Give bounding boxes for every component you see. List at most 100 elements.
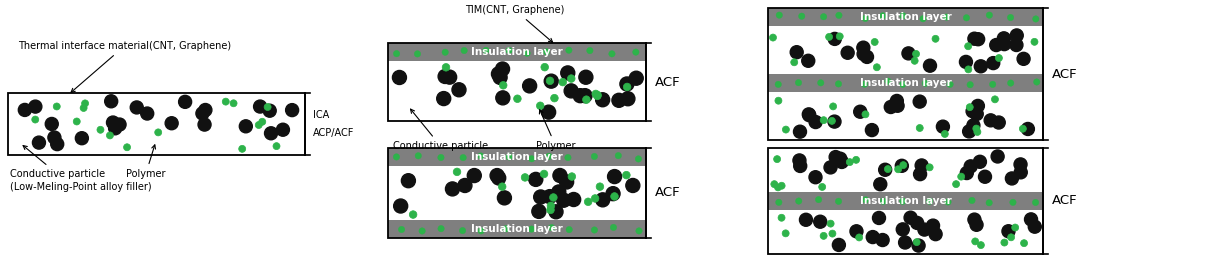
- Circle shape: [566, 47, 572, 53]
- Circle shape: [409, 211, 417, 218]
- Circle shape: [967, 104, 973, 111]
- Circle shape: [796, 198, 802, 204]
- Circle shape: [635, 156, 642, 162]
- Circle shape: [829, 230, 836, 237]
- Circle shape: [393, 199, 408, 213]
- Circle shape: [974, 155, 986, 168]
- Circle shape: [770, 34, 776, 41]
- Circle shape: [803, 109, 816, 122]
- Circle shape: [1014, 166, 1028, 179]
- Circle shape: [199, 104, 211, 116]
- Circle shape: [198, 118, 211, 131]
- Circle shape: [419, 228, 425, 234]
- Circle shape: [971, 99, 985, 112]
- Circle shape: [913, 95, 926, 108]
- Circle shape: [255, 122, 263, 128]
- Circle shape: [990, 81, 996, 88]
- Circle shape: [513, 95, 522, 103]
- Circle shape: [819, 183, 826, 190]
- Circle shape: [945, 199, 951, 205]
- Circle shape: [286, 104, 298, 117]
- Circle shape: [29, 100, 42, 113]
- Circle shape: [814, 215, 827, 228]
- Bar: [767, 74, 1044, 92]
- Circle shape: [1002, 225, 1015, 238]
- Circle shape: [558, 78, 567, 86]
- Circle shape: [196, 107, 209, 120]
- Circle shape: [123, 144, 131, 151]
- Circle shape: [165, 117, 178, 130]
- Circle shape: [254, 100, 266, 113]
- Circle shape: [971, 33, 985, 46]
- Circle shape: [830, 151, 842, 164]
- Circle shape: [860, 50, 874, 63]
- Circle shape: [936, 120, 949, 133]
- Circle shape: [829, 117, 836, 124]
- Circle shape: [1033, 199, 1039, 206]
- Circle shape: [991, 150, 1004, 163]
- Circle shape: [857, 48, 870, 60]
- Circle shape: [967, 105, 979, 118]
- Bar: [389, 61, 646, 121]
- Circle shape: [912, 57, 918, 64]
- Circle shape: [1007, 14, 1014, 21]
- Circle shape: [437, 225, 445, 232]
- Circle shape: [491, 67, 506, 81]
- Circle shape: [979, 170, 991, 183]
- Circle shape: [529, 172, 543, 186]
- Circle shape: [879, 163, 892, 176]
- Circle shape: [974, 128, 981, 135]
- Circle shape: [857, 41, 870, 54]
- Circle shape: [964, 160, 978, 173]
- Circle shape: [532, 204, 546, 218]
- Circle shape: [106, 116, 120, 129]
- Circle shape: [620, 77, 634, 91]
- Circle shape: [986, 12, 992, 18]
- Circle shape: [393, 154, 400, 160]
- Circle shape: [984, 114, 997, 127]
- Text: Insulation layer: Insulation layer: [859, 78, 952, 88]
- Circle shape: [131, 101, 143, 114]
- Bar: [389, 43, 646, 121]
- Circle shape: [1022, 123, 1034, 135]
- Circle shape: [583, 96, 590, 104]
- Circle shape: [803, 108, 815, 121]
- Text: Insulation layer: Insulation layer: [472, 47, 563, 57]
- Circle shape: [536, 102, 544, 109]
- Circle shape: [393, 50, 400, 57]
- Circle shape: [141, 107, 154, 120]
- Circle shape: [573, 89, 588, 103]
- Circle shape: [1007, 80, 1014, 86]
- Circle shape: [1033, 16, 1039, 22]
- Circle shape: [880, 198, 887, 204]
- Circle shape: [996, 54, 1002, 61]
- Circle shape: [826, 33, 832, 40]
- Circle shape: [436, 91, 451, 106]
- Circle shape: [461, 47, 467, 54]
- Circle shape: [990, 39, 1003, 52]
- Circle shape: [105, 95, 117, 108]
- Circle shape: [827, 220, 835, 227]
- Circle shape: [459, 154, 467, 161]
- Circle shape: [549, 205, 563, 219]
- Circle shape: [1011, 29, 1023, 42]
- Circle shape: [534, 190, 547, 204]
- Circle shape: [591, 227, 598, 233]
- Circle shape: [880, 13, 886, 19]
- Circle shape: [798, 13, 805, 19]
- Circle shape: [836, 33, 843, 40]
- Circle shape: [48, 131, 61, 144]
- Circle shape: [76, 132, 88, 145]
- Circle shape: [557, 193, 571, 207]
- Circle shape: [496, 91, 510, 105]
- Circle shape: [550, 194, 557, 201]
- Circle shape: [986, 57, 1000, 70]
- Circle shape: [565, 84, 578, 98]
- Circle shape: [442, 49, 448, 56]
- Circle shape: [924, 59, 936, 72]
- Circle shape: [913, 50, 919, 57]
- Circle shape: [1024, 213, 1037, 226]
- Circle shape: [885, 166, 891, 173]
- Circle shape: [891, 94, 903, 107]
- Circle shape: [899, 162, 907, 169]
